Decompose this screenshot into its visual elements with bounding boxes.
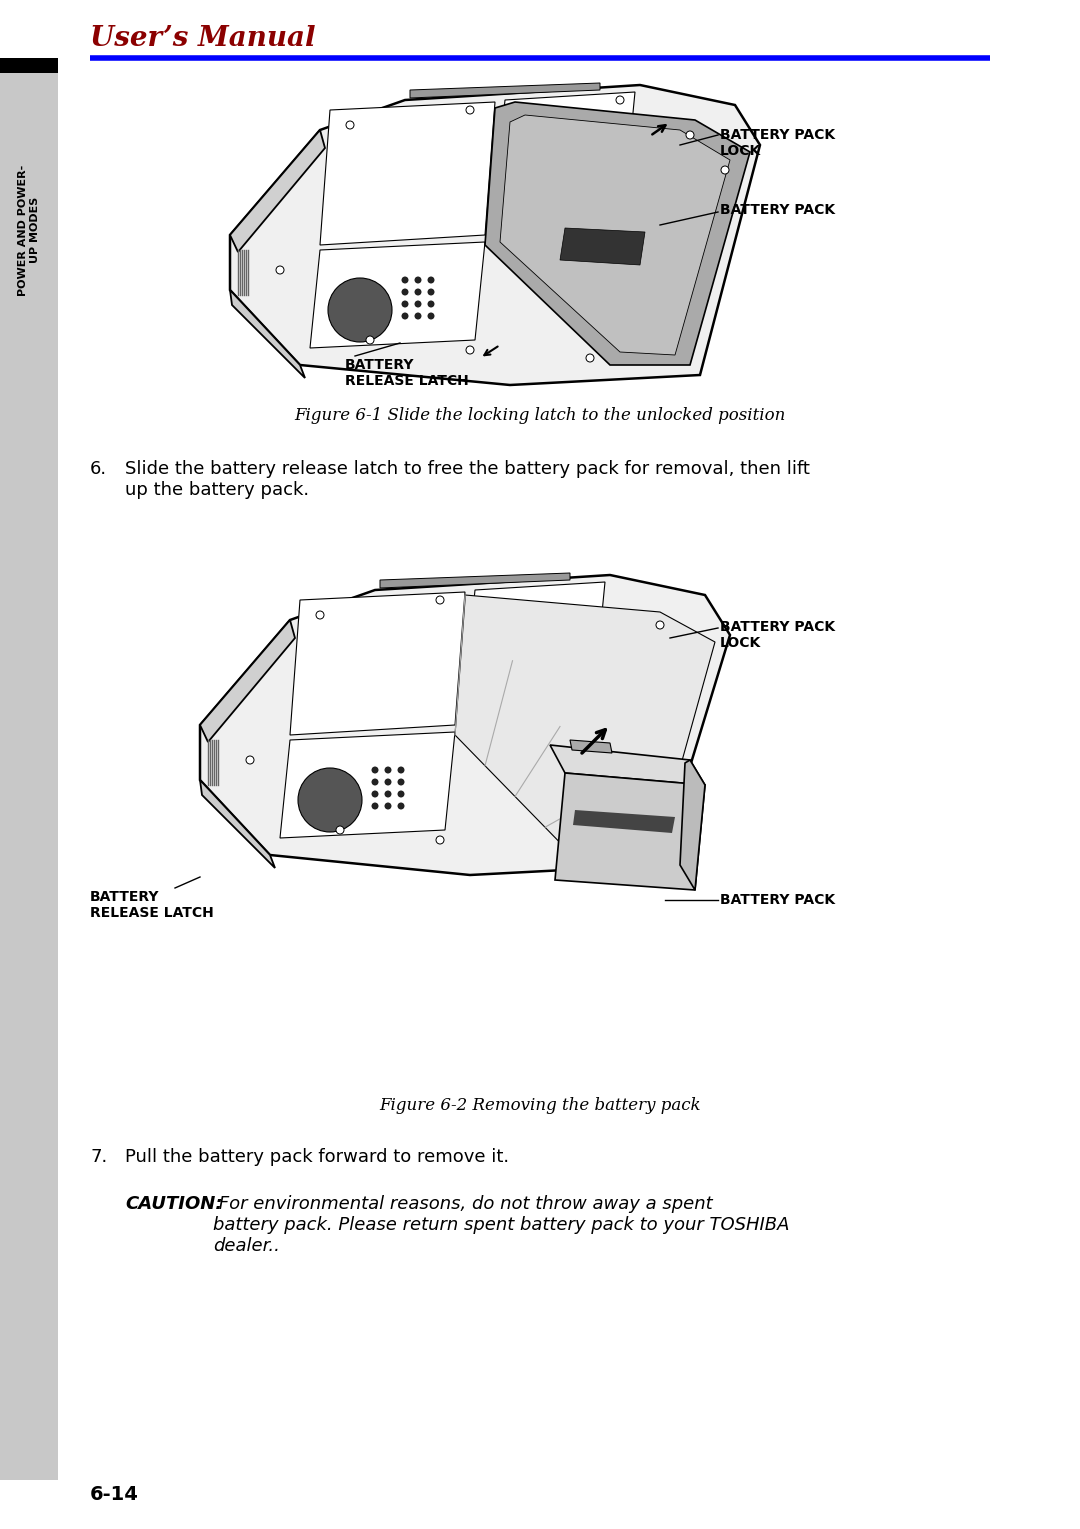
Circle shape xyxy=(384,790,391,798)
Text: BATTERY PACK: BATTERY PACK xyxy=(720,893,835,907)
Circle shape xyxy=(366,336,374,344)
Text: Figure 6-2 Removing the battery pack: Figure 6-2 Removing the battery pack xyxy=(379,1096,701,1113)
Polygon shape xyxy=(410,83,600,98)
Circle shape xyxy=(316,612,324,619)
Text: Slide the battery release latch to free the battery pack for removal, then lift
: Slide the battery release latch to free … xyxy=(125,460,810,498)
Circle shape xyxy=(428,277,434,283)
Polygon shape xyxy=(380,573,570,589)
Circle shape xyxy=(436,836,444,844)
Circle shape xyxy=(428,301,434,307)
Polygon shape xyxy=(500,115,730,355)
Polygon shape xyxy=(465,583,605,693)
Circle shape xyxy=(276,266,284,274)
Polygon shape xyxy=(230,130,325,252)
Polygon shape xyxy=(320,102,495,245)
Circle shape xyxy=(397,790,405,798)
Text: 6-14: 6-14 xyxy=(90,1486,139,1505)
Text: For environmental reasons, do not throw away a spent
battery pack. Please return: For environmental reasons, do not throw … xyxy=(213,1196,789,1255)
Circle shape xyxy=(415,289,421,295)
Polygon shape xyxy=(280,732,455,838)
Text: 7.: 7. xyxy=(90,1148,107,1167)
Polygon shape xyxy=(485,102,750,365)
Circle shape xyxy=(397,778,405,786)
Text: 6.: 6. xyxy=(90,460,107,479)
Circle shape xyxy=(616,96,624,104)
Circle shape xyxy=(586,355,594,362)
Circle shape xyxy=(415,312,421,320)
Circle shape xyxy=(372,778,378,786)
Circle shape xyxy=(465,106,474,115)
Text: CAUTION:: CAUTION: xyxy=(125,1196,222,1212)
Circle shape xyxy=(402,277,408,283)
Text: Pull the battery pack forward to remove it.: Pull the battery pack forward to remove … xyxy=(125,1148,509,1167)
Circle shape xyxy=(686,131,694,139)
Text: BATTERY
RELEASE LATCH: BATTERY RELEASE LATCH xyxy=(345,358,469,388)
Circle shape xyxy=(372,766,378,774)
Polygon shape xyxy=(561,228,645,265)
Text: BATTERY PACK: BATTERY PACK xyxy=(720,203,835,217)
Circle shape xyxy=(397,803,405,809)
Circle shape xyxy=(428,289,434,295)
Polygon shape xyxy=(310,242,485,349)
Circle shape xyxy=(372,803,378,809)
Polygon shape xyxy=(555,774,705,890)
Polygon shape xyxy=(230,291,305,378)
Text: POWER AND POWER-
UP MODES: POWER AND POWER- UP MODES xyxy=(18,165,40,295)
Circle shape xyxy=(656,621,664,628)
Polygon shape xyxy=(230,86,760,385)
Circle shape xyxy=(465,346,474,355)
Circle shape xyxy=(402,312,408,320)
Polygon shape xyxy=(200,575,730,875)
Circle shape xyxy=(336,826,345,833)
Bar xyxy=(0,58,58,73)
Circle shape xyxy=(246,755,254,764)
Polygon shape xyxy=(680,760,705,890)
Circle shape xyxy=(298,768,362,832)
Polygon shape xyxy=(570,740,612,752)
Circle shape xyxy=(428,312,434,320)
Circle shape xyxy=(402,289,408,295)
Polygon shape xyxy=(550,745,705,784)
Circle shape xyxy=(328,278,392,342)
Text: BATTERY PACK
LOCK: BATTERY PACK LOCK xyxy=(720,128,835,157)
Circle shape xyxy=(436,596,444,604)
Circle shape xyxy=(721,167,729,174)
Polygon shape xyxy=(200,619,295,742)
Circle shape xyxy=(372,790,378,798)
Circle shape xyxy=(384,803,391,809)
Text: BATTERY
RELEASE LATCH: BATTERY RELEASE LATCH xyxy=(90,890,214,920)
Polygon shape xyxy=(291,592,465,735)
Polygon shape xyxy=(200,780,275,868)
Circle shape xyxy=(415,277,421,283)
Polygon shape xyxy=(455,595,715,858)
Circle shape xyxy=(402,301,408,307)
Circle shape xyxy=(384,766,391,774)
Circle shape xyxy=(346,121,354,128)
Circle shape xyxy=(384,778,391,786)
Circle shape xyxy=(397,766,405,774)
Text: User’s Manual: User’s Manual xyxy=(90,24,315,52)
Text: BATTERY PACK
LOCK: BATTERY PACK LOCK xyxy=(720,619,835,650)
Bar xyxy=(0,58,58,1480)
Circle shape xyxy=(415,301,421,307)
Polygon shape xyxy=(495,92,635,202)
Polygon shape xyxy=(573,810,675,833)
Text: Figure 6-1 Slide the locking latch to the unlocked position: Figure 6-1 Slide the locking latch to th… xyxy=(295,407,785,424)
